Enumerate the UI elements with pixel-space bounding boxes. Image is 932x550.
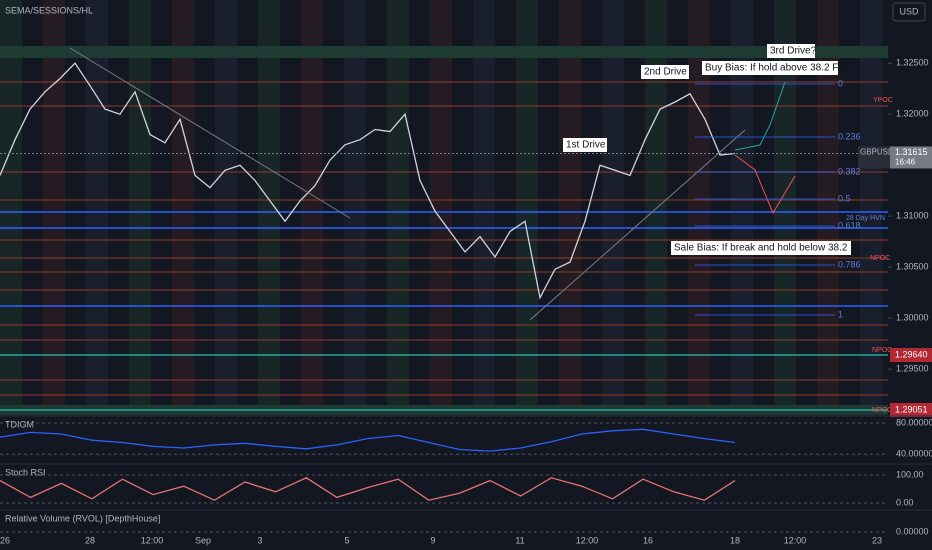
currency-button[interactable]: [892, 2, 926, 22]
annotation: Buy Bias: If hold above 38.2 Fibo: [705, 63, 852, 74]
price-tag: [890, 403, 932, 417]
session-band: [731, 0, 753, 415]
session-band: [0, 0, 22, 415]
session-band: [559, 0, 581, 415]
annotation-box: [641, 65, 689, 79]
session-band: [215, 0, 237, 415]
session-band: [430, 0, 452, 415]
level-label: NPOC: [872, 407, 892, 414]
last-price: 1.31615: [895, 147, 928, 157]
currency[interactable]: USD: [899, 6, 919, 16]
level-price: 1.29640: [895, 349, 928, 359]
y-tick-label: 1.30500: [896, 262, 929, 272]
session-bands: [0, 0, 888, 415]
countdown: 16:46: [895, 158, 916, 167]
fib-label: 0.236: [838, 131, 861, 141]
level-label: 28 Day HVN: [846, 215, 885, 222]
y-tick-label: 1.30000: [896, 313, 929, 323]
session-band: [344, 0, 366, 415]
zone: [0, 46, 888, 58]
x-tick-label: 26: [0, 535, 10, 545]
session-band: [516, 0, 538, 415]
session-band: [774, 0, 796, 415]
y-tick-label: 1.32000: [896, 109, 929, 119]
indicator-tick: 80.00000: [896, 417, 932, 427]
fib-label: 0.618: [838, 220, 861, 230]
level-label: NPOC: [872, 347, 892, 354]
price-axis: [888, 0, 932, 550]
fib-label: 0.5: [838, 193, 851, 203]
session-band: [43, 0, 65, 415]
y-tick-label: 1.31000: [896, 211, 929, 221]
session-band: [258, 0, 280, 415]
price-tag: [890, 146, 932, 169]
session-band: [86, 0, 108, 415]
level-label: NPOC: [870, 255, 890, 262]
price-tag: [858, 146, 890, 169]
x-tick-label: 12:00: [141, 535, 164, 545]
session-band: [387, 0, 409, 415]
session-band: [860, 0, 882, 415]
fib-label: 0: [838, 78, 843, 88]
level-price: 1.29051: [895, 404, 928, 414]
session-band: [172, 0, 194, 415]
indicator-title: SEMA/SESSIONS/HL: [5, 5, 93, 15]
x-tick-label: 23: [872, 535, 882, 545]
x-tick-label: 18: [730, 535, 740, 545]
price-line: [0, 62, 736, 300]
x-tick-label: 12:00: [576, 535, 599, 545]
price-tag: [890, 348, 932, 362]
session-band: [817, 0, 839, 415]
x-tick-label: 9: [430, 535, 435, 545]
indicator-tick: 0.00000: [896, 526, 929, 536]
fib-label: 0.786: [838, 259, 861, 269]
annotation: 2nd Drive: [644, 67, 687, 78]
indicator-tick: 100.00: [896, 469, 924, 479]
y-tick-label: 1.29500: [896, 363, 929, 373]
annotation-box: [702, 61, 838, 75]
x-tick-label: 5: [344, 535, 349, 545]
fib-label: 0.382: [838, 166, 861, 176]
session-band: [473, 0, 495, 415]
annotation: 3rd Drive?: [770, 46, 817, 57]
annotation-box: [767, 44, 815, 58]
x-tick-label: 3: [257, 535, 262, 545]
indicator-name: Stoch RSI: [5, 467, 46, 477]
indicator-tick: 40.00000: [896, 449, 932, 459]
indicator-line: [0, 477, 736, 501]
symbol: GBPUSD: [860, 148, 894, 157]
y-tick-label: 1.32500: [896, 58, 929, 68]
session-band: [688, 0, 710, 415]
x-tick-label: 12:00: [784, 535, 807, 545]
level-label: YPOC: [873, 97, 893, 104]
levels: [0, 81, 888, 411]
trendline: [529, 129, 746, 321]
x-tick-label: 11: [515, 535, 524, 545]
session-band: [301, 0, 323, 415]
projection: [734, 81, 786, 151]
session-band: [602, 0, 624, 415]
annotation-box: [671, 241, 851, 255]
session-band: [129, 0, 151, 415]
indicator-line: [0, 428, 736, 452]
annotation: 1st Drive: [566, 140, 606, 151]
indicator-name: TDIGM: [5, 419, 34, 429]
session-band: [645, 0, 667, 415]
x-tick-label: Sep: [195, 535, 211, 545]
annotation-box: [563, 138, 607, 152]
trendline: [69, 47, 351, 219]
indicator-tick: 0.00: [896, 497, 914, 507]
x-tick-label: 16: [643, 535, 653, 545]
fib-label: 1: [838, 309, 843, 319]
projection: [734, 154, 796, 215]
indicator-name: Relative Volume (RVOL) [DepthHouse]: [5, 513, 160, 523]
x-tick-label: 28: [85, 535, 95, 545]
annotation: Sale Bias: If break and hold below 38.2 …: [674, 243, 870, 254]
